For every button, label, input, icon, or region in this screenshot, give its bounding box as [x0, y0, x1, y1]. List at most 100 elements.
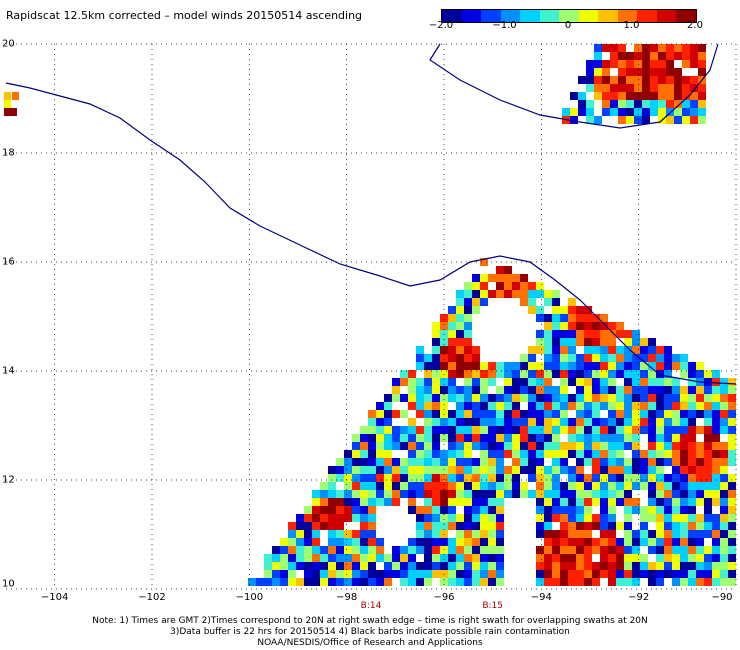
wind-cell	[712, 530, 720, 538]
wind-cell	[368, 514, 376, 522]
wind-cell	[592, 410, 600, 418]
wind-cell	[616, 482, 624, 490]
wind-cell	[640, 538, 648, 546]
wind-cell	[624, 386, 632, 394]
wind-cell	[336, 474, 344, 482]
wind-cell	[672, 530, 680, 538]
wind-cell	[674, 108, 682, 116]
wind-cell	[552, 474, 560, 482]
wind-cell	[658, 44, 666, 52]
wind-cell	[616, 426, 624, 434]
wind-cell	[560, 538, 568, 546]
wind-cell	[408, 554, 416, 562]
wind-cell	[480, 434, 488, 442]
wind-cell	[552, 442, 560, 450]
wind-cell	[690, 84, 698, 92]
wind-cell	[602, 100, 610, 108]
wind-cell	[648, 410, 656, 418]
wind-cell	[360, 530, 368, 538]
wind-cell	[584, 458, 592, 466]
wind-cell	[560, 546, 568, 554]
wind-cell	[384, 578, 392, 586]
wind-cell	[592, 314, 600, 322]
wind-cell	[368, 418, 376, 426]
wind-cell	[592, 490, 600, 498]
wind-cell	[440, 378, 448, 386]
wind-cell	[400, 426, 408, 434]
colorbar-swatch	[578, 10, 599, 22]
wind-cell	[720, 482, 728, 490]
wind-cell	[568, 506, 576, 514]
wind-cell	[696, 474, 704, 482]
wind-cell	[448, 330, 456, 338]
wind-cell	[432, 346, 440, 354]
wind-cell	[576, 450, 584, 458]
wind-cell	[560, 562, 568, 570]
wind-cell	[624, 394, 632, 402]
wind-cell	[680, 578, 688, 586]
wind-cell	[568, 522, 576, 530]
wind-cell	[610, 52, 618, 60]
wind-cell	[666, 84, 674, 92]
wind-cell	[552, 546, 560, 554]
wind-cell	[472, 522, 480, 530]
wind-cell	[576, 474, 584, 482]
wind-cell	[672, 458, 680, 466]
wind-cell	[688, 410, 696, 418]
wind-cell	[626, 100, 634, 108]
wind-cell	[432, 538, 440, 546]
wind-cell	[680, 554, 688, 562]
wind-cell	[680, 514, 688, 522]
revolution-label: B:15	[482, 601, 503, 611]
wind-cell	[424, 482, 432, 490]
wind-cell	[424, 410, 432, 418]
wind-cell	[424, 506, 432, 514]
wind-cell	[448, 554, 456, 562]
wind-cell	[448, 426, 456, 434]
wind-cell	[512, 466, 520, 474]
wind-cell	[528, 386, 536, 394]
wind-cell	[576, 538, 584, 546]
wind-cell	[584, 354, 592, 362]
wind-cell	[320, 514, 328, 522]
wind-cell	[624, 538, 632, 546]
wind-cell	[536, 346, 544, 354]
wind-cell	[496, 450, 504, 458]
wind-cell	[618, 76, 626, 84]
wind-cell	[544, 386, 552, 394]
wind-cell	[536, 394, 544, 402]
colorbar-tick-label: 1.0	[623, 20, 640, 31]
wind-cell	[448, 418, 456, 426]
wind-cell	[704, 370, 712, 378]
wind-cell	[344, 482, 352, 490]
wind-cell	[720, 546, 728, 554]
wind-cell	[586, 68, 594, 76]
wind-cell	[634, 108, 642, 116]
wind-cell	[682, 52, 690, 60]
wind-cell	[682, 108, 690, 116]
wind-cell	[520, 298, 528, 306]
wind-cell	[536, 378, 544, 386]
wind-cell	[664, 354, 672, 362]
wind-cell	[360, 426, 368, 434]
wind-cell	[456, 458, 464, 466]
wind-cell	[392, 394, 400, 402]
wind-cell	[584, 546, 592, 554]
wind-cell	[360, 538, 368, 546]
wind-cell	[376, 482, 384, 490]
wind-cell	[696, 554, 704, 562]
wind-cell	[368, 570, 376, 578]
wind-cell	[600, 554, 608, 562]
wind-cell	[488, 466, 496, 474]
wind-cell	[680, 546, 688, 554]
wind-cell	[632, 418, 640, 426]
wind-cell	[488, 546, 496, 554]
wind-cell	[296, 546, 304, 554]
wind-cell	[464, 338, 472, 346]
wind-cell	[680, 362, 688, 370]
wind-cell	[544, 378, 552, 386]
wind-cell	[648, 362, 656, 370]
longitude-tick-label: −102	[138, 592, 166, 603]
wind-cell	[560, 482, 568, 490]
wind-cell	[368, 578, 376, 586]
